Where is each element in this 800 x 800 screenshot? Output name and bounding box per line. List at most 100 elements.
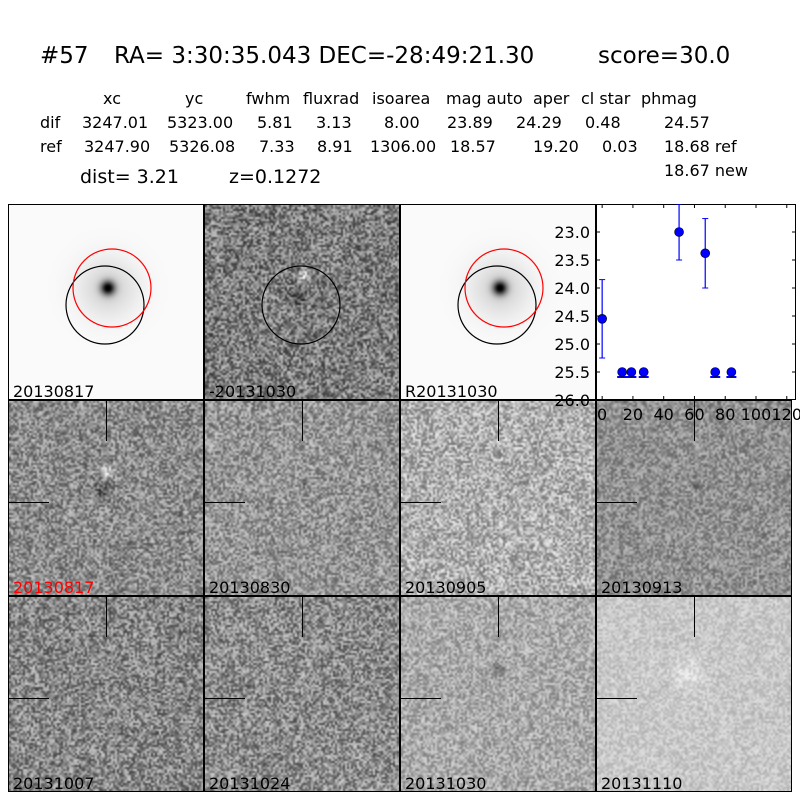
- column-header: phmag: [641, 89, 697, 108]
- row-label: ref: [40, 137, 62, 156]
- y-tick-label: 23.0: [554, 223, 590, 242]
- cutout-date-label: 20130830: [209, 578, 291, 596]
- cutout-image: 20131024: [204, 596, 400, 792]
- aperture-circles: [261, 265, 341, 345]
- cutout-image: R20131030: [400, 204, 596, 400]
- data-point: [638, 367, 649, 377]
- crosshair-horizontal: [401, 502, 441, 503]
- y-tick-label: 23.5: [554, 251, 590, 270]
- column-header: fwhm: [246, 89, 291, 108]
- cutout-image: 20130817: [8, 400, 204, 596]
- table-cell: 8.00: [384, 113, 420, 132]
- table-cell: 1306.00: [370, 137, 437, 156]
- column-header: aper: [533, 89, 570, 108]
- crosshair-horizontal: [597, 502, 637, 503]
- column-header: isoarea: [372, 89, 431, 108]
- crosshair-vertical: [302, 597, 303, 637]
- table-cell: 18.57: [450, 137, 496, 156]
- crosshair-horizontal: [597, 698, 637, 699]
- crosshair-vertical: [302, 401, 303, 441]
- cutout-image: 20131030: [400, 596, 596, 792]
- crosshair-vertical: [106, 597, 107, 637]
- distance: dist= 3.21: [80, 166, 179, 188]
- y-tick-label: 25.5: [554, 363, 590, 382]
- table-cell: 0.03: [602, 137, 638, 156]
- crosshair-horizontal: [9, 502, 49, 503]
- crosshair-vertical: [498, 597, 499, 637]
- table-cell: 0.48: [585, 113, 621, 132]
- crosshair-horizontal: [9, 698, 49, 699]
- table-cell: 7.33: [259, 137, 295, 156]
- candidate-id: #57: [40, 43, 89, 69]
- cutout-image: 20130913: [596, 400, 792, 596]
- ref-aperture-circle: [457, 265, 537, 345]
- x-tick-label: 0: [597, 405, 607, 424]
- y-tick-label: 24.0: [554, 279, 590, 298]
- cutout-date-label: -20131030: [209, 382, 297, 400]
- column-header: yc: [185, 89, 204, 108]
- table-cell: 3247.01: [82, 113, 149, 132]
- plot-frame: [596, 204, 796, 400]
- cutout-date-label: 20130905: [405, 578, 487, 596]
- cutout-date-label: 20131007: [13, 774, 95, 792]
- crosshair-horizontal: [205, 502, 245, 503]
- score: score=30.0: [598, 43, 731, 69]
- aperture-circles: [65, 248, 152, 345]
- data-point: [626, 367, 637, 377]
- column-header: fluxrad: [303, 89, 360, 108]
- new-mag: 18.67 new: [664, 161, 748, 180]
- table-cell: 24.57: [664, 113, 710, 132]
- table-cell: 3.13: [316, 113, 352, 132]
- cutout-pixels: [9, 205, 203, 399]
- crosshair-horizontal: [401, 698, 441, 699]
- cutout-date-label: 20131030: [405, 774, 487, 792]
- cutout-pixels: [401, 205, 595, 399]
- cutout-image: 20130905: [400, 400, 596, 596]
- table-cell: 5323.00: [167, 113, 234, 132]
- data-point: [674, 227, 684, 237]
- x-tick-label: 80: [715, 405, 735, 424]
- ref-aperture-circle: [65, 265, 145, 345]
- coordinates: RA= 3:30:35.043 DEC=-28:49:21.30: [114, 43, 535, 69]
- crosshair-vertical: [694, 401, 695, 441]
- cutout-date-label: 20130817: [13, 382, 95, 400]
- cutout-image: -20131030: [204, 204, 400, 400]
- cutout-date-label: 20130913: [601, 578, 683, 596]
- data-point: [726, 367, 737, 377]
- x-tick-label: 60: [684, 405, 704, 424]
- table-cell: 3247.90: [84, 137, 151, 156]
- crosshair-horizontal: [205, 698, 245, 699]
- cutout-image: 20131110: [596, 596, 792, 792]
- redshift: z=0.1272: [229, 166, 322, 188]
- data-point: [597, 314, 607, 324]
- cutout-date-label: 20131110: [601, 774, 683, 792]
- cutout-image: 20130817: [8, 204, 204, 400]
- table-cell: 8.91: [317, 137, 353, 156]
- data-point: [700, 248, 711, 259]
- ref-aperture-circle: [261, 265, 341, 345]
- x-tick-label: 120: [771, 405, 800, 424]
- cutout-date-label: R20131030: [405, 382, 498, 400]
- cutout-image: 20131007: [8, 596, 204, 792]
- table-cell: 18.68 ref: [664, 137, 737, 156]
- cutout-date-label: 20130817: [13, 578, 95, 596]
- x-tick-label: 20: [623, 405, 643, 424]
- aperture-circles: [457, 248, 544, 345]
- dif-aperture-circle: [72, 248, 152, 328]
- x-tick-label: 100: [741, 405, 772, 424]
- y-tick-label: 26.0: [554, 391, 590, 410]
- table-cell: 19.20: [533, 137, 579, 156]
- column-header: xc: [103, 89, 121, 108]
- data-point: [710, 367, 721, 377]
- y-tick-label: 25.0: [554, 335, 590, 354]
- column-header: mag auto: [446, 89, 523, 108]
- crosshair-vertical: [694, 597, 695, 637]
- y-tick-label: 24.5: [554, 307, 590, 326]
- table-cell: 24.29: [516, 113, 562, 132]
- lightcurve-plot: [596, 204, 796, 400]
- table-cell: 23.89: [447, 113, 493, 132]
- table-cell: 5326.08: [169, 137, 236, 156]
- column-header: cl star: [581, 89, 631, 108]
- crosshair-vertical: [498, 401, 499, 441]
